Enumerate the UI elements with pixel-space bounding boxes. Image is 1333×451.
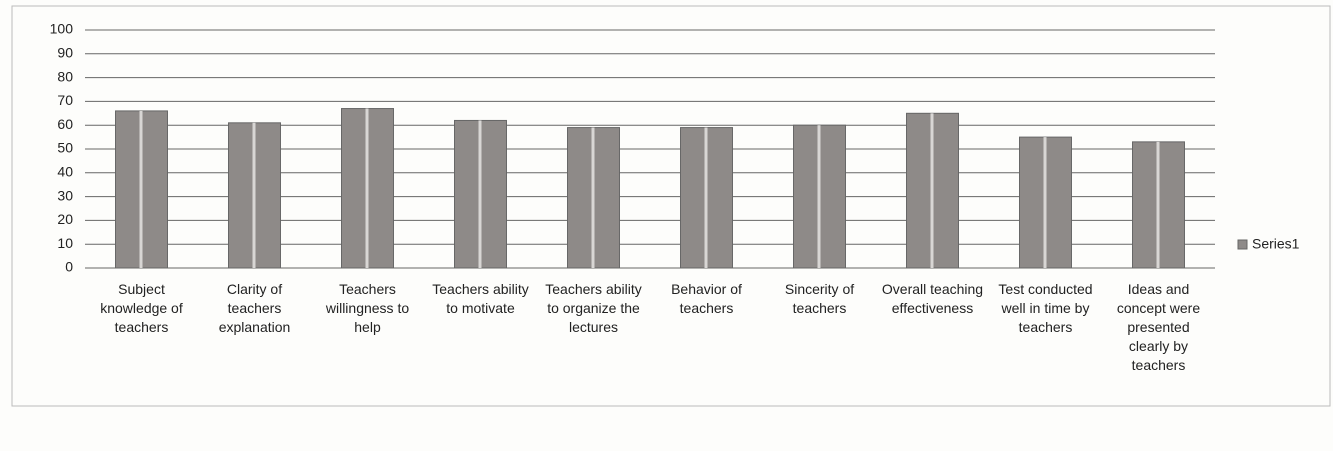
- x-tick-label: Ideas and concept were presented clearly…: [1116, 281, 1201, 373]
- x-tick-label: Sincerity of teachers: [784, 281, 855, 316]
- bar-highlight: [591, 127, 595, 268]
- y-tick-label: 100: [50, 21, 74, 37]
- chart-border: [11, 5, 1331, 407]
- legend-swatch: [1237, 239, 1248, 250]
- y-tick-label: 70: [57, 92, 73, 108]
- bar-highlight: [365, 108, 369, 268]
- y-tick-label: 40: [57, 164, 73, 180]
- y-tick-label: 0: [65, 259, 73, 275]
- y-tick-label: 80: [57, 68, 73, 84]
- bar-highlight: [139, 110, 143, 268]
- bar-highlight: [478, 120, 482, 268]
- x-tick-label: Teachers ability to organize the lecture…: [545, 281, 642, 335]
- y-tick-label: 50: [57, 140, 73, 156]
- bar-highlight: [252, 122, 256, 268]
- y-tick-label: 30: [57, 187, 73, 203]
- y-tick-label: 10: [57, 235, 73, 251]
- bar-highlight: [817, 125, 821, 268]
- x-tick-label: Overall teaching effectiveness: [881, 281, 984, 316]
- x-tick-label: Behavior of teachers: [671, 281, 742, 316]
- bar-highlight: [1156, 141, 1160, 268]
- bar-highlight: [1043, 137, 1047, 268]
- x-tick-label: Clarity of teachers explanation: [218, 281, 291, 335]
- x-tick-label: Teachers ability to motivate: [432, 281, 529, 316]
- x-tick-label: Test conducted well in time by teachers: [998, 281, 1093, 335]
- bar-highlight: [704, 127, 708, 268]
- y-tick-label: 20: [57, 211, 73, 227]
- legend-label: Series1: [1252, 236, 1300, 252]
- x-tick-label: Subject knowledge of teachers: [100, 281, 183, 335]
- bar-highlight: [930, 113, 934, 268]
- y-tick-label: 60: [57, 116, 73, 132]
- y-tick-label: 90: [57, 45, 73, 61]
- x-tick-label: Teachers willingness to help: [325, 281, 410, 335]
